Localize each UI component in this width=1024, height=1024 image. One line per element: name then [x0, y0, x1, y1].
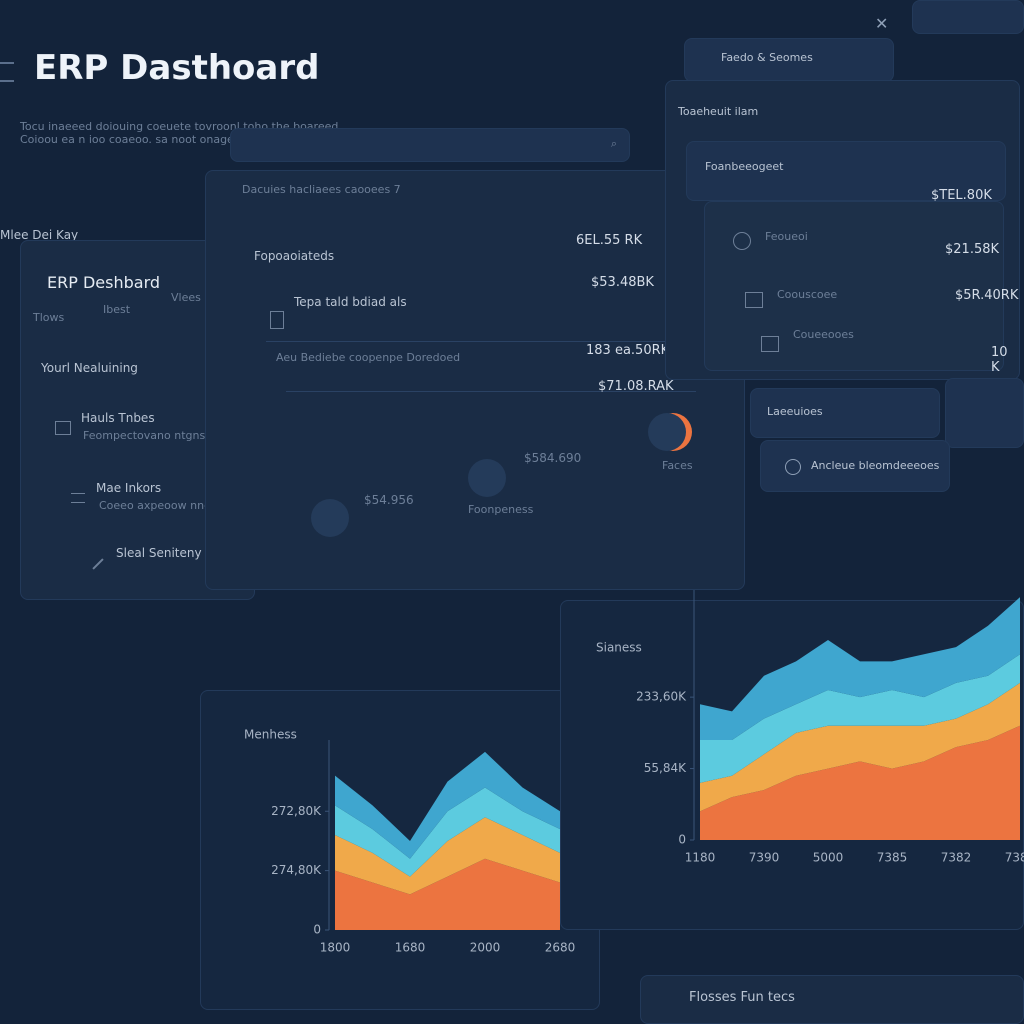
search-bar[interactable]: ⌕	[230, 128, 630, 162]
overview-search: Dacuies hacliaees caooees 7	[242, 183, 401, 196]
x-tick-label: 2000	[470, 941, 501, 955]
overview-panel: Dacuies hacliaees caooees 7 Fopoaoiateds…	[205, 170, 745, 590]
row-label: Tepa tald bdiad als	[294, 295, 407, 309]
footer-text: Flosses Fun tecs	[689, 990, 795, 1005]
x-tick-label: 1180	[685, 851, 716, 865]
tab[interactable]: Tlows	[33, 311, 65, 324]
right-subtitle: Foanbeeogeet	[705, 160, 784, 173]
area-layer	[700, 654, 1020, 783]
intro-line: Coioou ea n ioo coaeoo. sa noot onageil.	[20, 133, 244, 146]
x-tick-label: 2680	[545, 941, 576, 955]
top-search-text: Faedo & Seomes	[721, 51, 813, 64]
tile-icon[interactable]	[311, 499, 349, 537]
area-layer	[335, 751, 560, 859]
button-label: Laeeuioes	[767, 405, 823, 418]
area-layer	[700, 725, 1020, 840]
x-tick-label: 7385	[877, 851, 908, 865]
row-icon	[733, 232, 751, 250]
x-tick-label: 1800	[320, 941, 351, 955]
side-label: Mlee Dei Kay	[0, 228, 79, 242]
nav-item[interactable]: Hauls Tnbes	[81, 411, 155, 425]
y-tick-label: 0	[313, 923, 321, 937]
tile-label: Foonpeness	[468, 503, 534, 516]
figure: $71.08.RAK	[598, 379, 674, 394]
x-tick-label: 7390	[749, 851, 780, 865]
row-value: 6EL.55 RK	[576, 233, 643, 248]
close-button[interactable]: ✕	[875, 14, 889, 33]
row-value: $21.58K	[945, 242, 1000, 257]
chart-title: Sianess	[596, 641, 642, 655]
button[interactable]: Laeeuioes	[750, 388, 940, 438]
tab[interactable]: Ibest	[103, 303, 131, 316]
divider	[266, 341, 696, 342]
button[interactable]	[945, 378, 1024, 448]
doc-icon	[270, 311, 284, 329]
top-box[interactable]	[912, 0, 1024, 34]
button-icon	[785, 459, 801, 475]
item-icon	[71, 493, 85, 503]
row-icon	[761, 336, 779, 352]
top-search[interactable]: Faedo & Seomes	[684, 38, 894, 82]
row-label: Fopoaoiateds	[254, 249, 335, 263]
y-tick-label: 233,60K	[636, 690, 687, 704]
y-tick-label: 274,80K	[271, 863, 322, 877]
menu-icon[interactable]	[0, 62, 14, 82]
row-icon	[745, 292, 763, 308]
x-tick-label: 5000	[813, 851, 844, 865]
tile-value: $584.690	[524, 451, 582, 465]
item-icon	[55, 421, 71, 435]
tile-value: $54.956	[364, 493, 414, 507]
x-tick-label: 1680	[395, 941, 426, 955]
area-layer	[335, 787, 560, 877]
tile-label: Faces	[662, 459, 693, 472]
x-tick-label: 7385	[1005, 851, 1024, 865]
nav-item[interactable]: Sleal Seniteny	[116, 546, 202, 560]
nav-item-sub: Feompectovano ntgns	[83, 429, 206, 442]
row-label: Feoueoi	[765, 230, 808, 243]
area-layer	[335, 817, 560, 895]
section-title: Yourl Nealuining	[41, 361, 138, 375]
row-label: Coueeooes	[793, 328, 854, 341]
area-layer	[700, 597, 1020, 740]
tile-icon[interactable]	[648, 413, 686, 451]
figure: 183 ea.50RK	[586, 343, 670, 358]
y-tick-label: 0	[678, 833, 686, 847]
area-layer	[700, 682, 1020, 812]
subtitle-box: Foanbeeogeet	[686, 141, 1006, 201]
row-value: $53.48BK	[591, 275, 654, 290]
divider	[286, 391, 696, 392]
row-label: Coouscoee	[777, 288, 838, 301]
right-title: Toaeheuit ilam	[678, 105, 759, 118]
y-tick-label: 55,84K	[644, 761, 687, 775]
nav-item[interactable]: Mae Inkors	[96, 481, 162, 495]
nav-item-sub: Coeeo axpeoow nnes	[99, 499, 217, 512]
rows-box: $TEL.80K Feoueoi $21.58K Coouscoee $5R.4…	[704, 188, 1018, 371]
y-tick-label: 272,80K	[271, 804, 322, 818]
page-title: ERP Dasthoard	[34, 48, 320, 88]
right-panel: Toaeheuit ilam Foanbeeogeet $TEL.80K Feo…	[665, 80, 1020, 380]
button-label: Ancleue bleomdeeeoes	[811, 459, 940, 472]
tile-icon[interactable]	[468, 459, 506, 497]
chart-title: Menhess	[244, 728, 297, 742]
area-layer	[335, 858, 560, 930]
note: Aeu Bediebe coopenpe Doredoed	[276, 351, 461, 364]
tab[interactable]: Vlees	[171, 291, 201, 304]
x-tick-label: 7382	[941, 851, 972, 865]
total: $TEL.80K	[931, 188, 992, 203]
count: 10 K	[991, 345, 1008, 375]
search-icon: ⌕	[610, 137, 617, 150]
button[interactable]: Ancleue bleomdeeeoes	[760, 440, 950, 492]
sidebar-title: ERP Deshbard	[47, 273, 161, 292]
row-value: $5R.40RK	[955, 288, 1019, 303]
